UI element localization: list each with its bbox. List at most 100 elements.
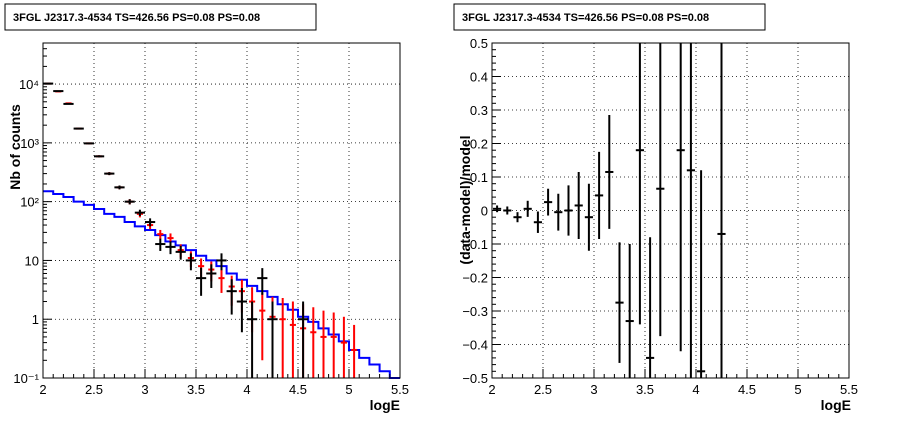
right-grid <box>492 43 849 378</box>
x-tick-label: 5 <box>345 382 352 397</box>
data-point <box>165 241 176 255</box>
y-tick-label: 10 <box>25 253 39 268</box>
data-point <box>145 218 156 227</box>
right-y-axis-title: (data-model)/model <box>457 135 473 264</box>
residual-point <box>717 43 726 378</box>
y-tick-label: 10³ <box>20 136 39 151</box>
data-point <box>73 127 84 130</box>
y-tick-label: 0.1 <box>470 170 488 185</box>
data-point <box>226 279 237 315</box>
y-tick-label: 0 <box>481 204 488 219</box>
x-tick-label: 4.5 <box>738 382 756 397</box>
x-tick-label: 2 <box>488 382 495 397</box>
data-point <box>298 301 309 378</box>
x-tick-label: 3.5 <box>187 382 205 397</box>
y-tick-label: −0.2 <box>462 271 488 286</box>
right-chart-title: 3FGL J2317.3-4534 TS=426.56 PS=0.08 PS=0… <box>462 12 709 24</box>
y-tick-label: 0.3 <box>470 103 488 118</box>
data-point <box>104 172 115 176</box>
y-tick-label: −0.4 <box>462 338 488 353</box>
residual-point <box>564 185 573 236</box>
model-total-point <box>330 312 337 378</box>
y-tick-label: 0.2 <box>470 137 488 152</box>
data-point <box>257 268 268 295</box>
x-tick-label: 3 <box>141 382 148 397</box>
left-frame <box>42 42 401 379</box>
left-plot-marks <box>43 82 400 379</box>
y-tick-label: 10⁴ <box>19 77 39 92</box>
y-tick-label: 0.5 <box>470 36 488 51</box>
x-tick-label: 2 <box>39 382 46 397</box>
model-total-point <box>340 316 347 378</box>
x-tick-label: 3.5 <box>636 382 654 397</box>
data-point <box>196 267 207 296</box>
data-point <box>155 238 166 251</box>
x-tick-label: 5.5 <box>391 382 409 397</box>
data-point <box>247 301 258 378</box>
left-x-axis-title: logE <box>370 397 400 413</box>
residual-point <box>513 212 522 223</box>
residual-point <box>605 115 614 229</box>
model-total-point <box>351 324 358 378</box>
data-point <box>114 185 125 190</box>
data-point <box>53 90 64 93</box>
left-axes: 2 2.5 3 3.5 4 4.5 5 5.5 10⁻¹ 1 10 10² 10³ 10⁴ <box>13 48 409 397</box>
model-total-point <box>157 229 164 240</box>
residual-point <box>554 193 563 231</box>
x-tick-label: 3 <box>590 382 597 397</box>
residuals-panel: 3FGL J2317.3-4534 TS=426.56 PS=0.08 PS=0… <box>453 3 858 413</box>
x-tick-label: 2.5 <box>534 382 552 397</box>
right-x-axis-title: logE <box>821 397 851 413</box>
model-total-point <box>289 301 296 378</box>
residual-point <box>697 170 706 378</box>
data-point <box>63 102 74 105</box>
y-tick-label: −0.3 <box>462 304 488 319</box>
data-point <box>267 301 278 378</box>
left-chart-title: 3FGL J2317.3-4534 TS=426.56 PS=0.08 PS=0… <box>13 12 260 24</box>
right-frame <box>491 42 850 379</box>
residual-point <box>503 206 512 215</box>
residual-point <box>625 244 634 378</box>
y-tick-label: −0.5 <box>462 371 488 386</box>
x-tick-label: 5.5 <box>840 382 858 397</box>
residual-point <box>646 237 655 378</box>
right-title-box: 3FGL J2317.3-4534 TS=426.56 PS=0.08 PS=0… <box>453 3 766 31</box>
residual-point <box>493 205 502 213</box>
model-total-point <box>259 292 266 361</box>
x-tick-label: 5 <box>794 382 801 397</box>
data-point <box>124 199 135 205</box>
residual-point <box>574 171 583 239</box>
residual-point <box>584 183 593 251</box>
model-total-point <box>218 268 225 293</box>
residual-point <box>676 43 685 352</box>
residual-point <box>523 200 532 217</box>
model-total-point <box>320 310 327 378</box>
left-grid <box>43 43 400 378</box>
y-tick-label: 0.4 <box>470 70 488 85</box>
residual-point <box>686 43 695 378</box>
y-tick-label: 10⁻¹ <box>13 371 39 386</box>
data-point <box>185 253 196 271</box>
model-total-point <box>310 307 317 378</box>
y-tick-label: 1 <box>32 312 39 327</box>
data-point <box>206 264 217 288</box>
data-point <box>134 209 145 217</box>
x-tick-label: 4 <box>243 382 250 397</box>
y-tick-label: 10² <box>20 195 39 210</box>
data-point <box>236 287 247 333</box>
data-point <box>83 142 94 145</box>
right-axes: 2 2.5 3 3.5 4 4.5 5 5.5 −0.5 −0.4 −0.3 −0.2 −0.1 0 0.1… <box>462 36 858 397</box>
model-total-point <box>279 297 286 378</box>
left-title-box: 3FGL J2317.3-4534 TS=426.56 PS=0.08 PS=0… <box>4 3 317 31</box>
right-plot-marks <box>493 43 726 378</box>
residual-point <box>656 43 665 337</box>
counts-spectrum-panel: 3FGL J2317.3-4534 TS=426.56 PS=0.08 PS=0… <box>4 3 409 413</box>
residual-point <box>595 151 604 239</box>
y-tick-label: −0.1 <box>462 237 488 252</box>
residual-point <box>635 43 644 325</box>
left-y-axis-title: Nb of counts <box>7 104 23 190</box>
residual-point <box>615 242 624 363</box>
data-point <box>94 155 105 158</box>
x-tick-label: 2.5 <box>85 382 103 397</box>
